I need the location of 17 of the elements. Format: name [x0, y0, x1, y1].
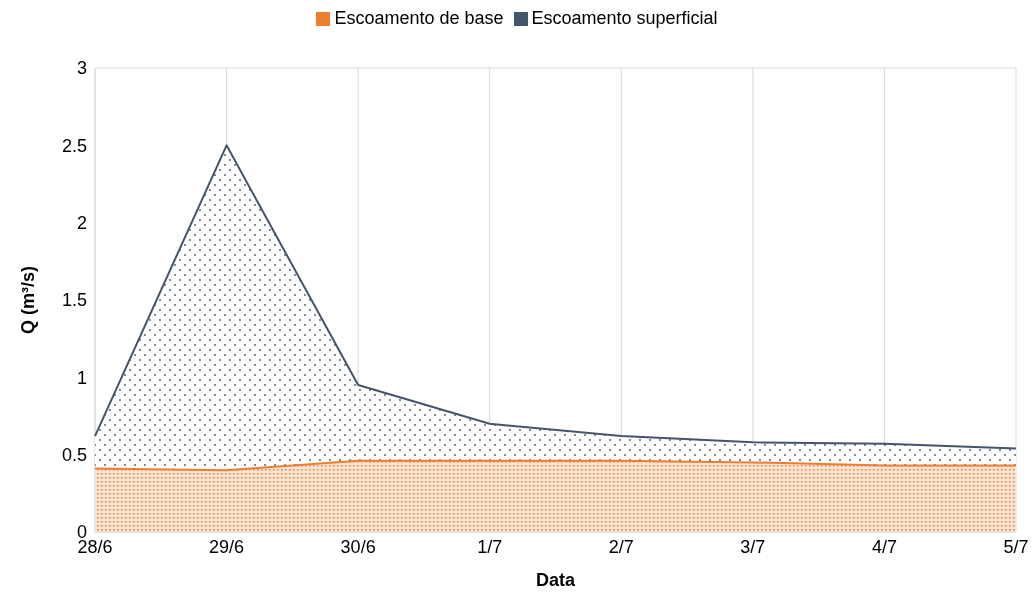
x-tick-label: 30/6 — [340, 536, 376, 557]
y-tick-label: 1 — [76, 367, 87, 388]
y-tick-label: 1.5 — [61, 290, 87, 311]
x-tick-label: 5/7 — [1003, 536, 1029, 557]
x-axis-title: Data — [535, 570, 576, 590]
y-tick-label: 3 — [76, 58, 87, 79]
legend-label: Escoamento de base — [334, 8, 504, 28]
x-tick-label: 4/7 — [871, 536, 897, 557]
legend-label: Escoamento superficial — [531, 8, 718, 28]
y-tick-label: 0.5 — [61, 445, 87, 466]
x-tick-label: 29/6 — [209, 536, 245, 557]
y-axis-title: Q (m³/s) — [18, 265, 39, 335]
x-tick-label: 1/7 — [477, 536, 503, 557]
x-tick-label: 2/7 — [608, 536, 634, 557]
x-tick-label: 3/7 — [740, 536, 766, 557]
y-tick-label: 2.5 — [61, 135, 87, 156]
y-tick-label: 2 — [76, 213, 87, 234]
